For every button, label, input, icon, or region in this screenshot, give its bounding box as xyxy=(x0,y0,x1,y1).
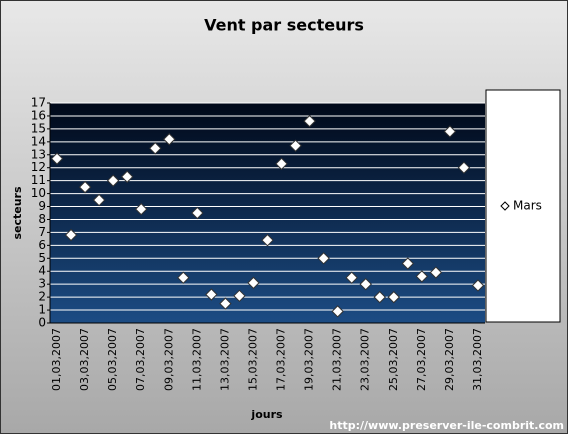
marker xyxy=(135,202,148,216)
x-tick-label: 19,03,2007 xyxy=(303,328,316,391)
y-tick-label: 10 xyxy=(31,186,46,200)
plot-area xyxy=(50,103,485,323)
y-tick-label: 0 xyxy=(38,316,46,330)
marker xyxy=(471,279,485,292)
marker xyxy=(261,233,274,247)
marker xyxy=(415,270,429,283)
y-tick-label: 1 xyxy=(38,303,46,317)
x-tick-label: 09,03,2007 xyxy=(162,328,175,391)
x-tick-label: 17,03,2007 xyxy=(275,328,288,391)
marker xyxy=(50,152,64,165)
y-tick-label: 14 xyxy=(31,134,46,148)
x-tick-label: 01,03,2007 xyxy=(50,328,63,391)
marker xyxy=(233,289,246,303)
y-tick-label: 11 xyxy=(31,173,46,187)
marker xyxy=(289,139,302,152)
y-tick-label: 15 xyxy=(31,121,46,135)
y-tick-label: 2 xyxy=(38,290,46,304)
marker xyxy=(120,170,134,183)
marker xyxy=(373,290,386,304)
source: http://www.preserver-ile-combrit.com xyxy=(329,419,564,432)
marker xyxy=(219,297,232,310)
y-tick-label: 12 xyxy=(31,160,46,174)
y-tick-label: 7 xyxy=(38,225,46,239)
y-tick-label: 17 xyxy=(31,96,46,110)
marker xyxy=(387,290,400,304)
y-tick-label: 16 xyxy=(31,108,46,122)
marker xyxy=(443,125,457,138)
x-tick-label: 07,03,2007 xyxy=(134,328,147,391)
y-tick-label: 4 xyxy=(38,264,46,278)
marker xyxy=(78,180,92,194)
marker xyxy=(92,193,106,207)
marker xyxy=(457,161,471,174)
x-tick-label: 13,03,2007 xyxy=(218,328,231,391)
y-tick-label: 5 xyxy=(38,251,46,265)
legend-box xyxy=(485,89,561,323)
x-tick-label: 21,03,2007 xyxy=(331,328,344,391)
marker xyxy=(191,206,204,220)
x-tick-label: 31,03,2007 xyxy=(471,328,484,391)
legend-marker xyxy=(500,201,510,211)
y-tick-label: 13 xyxy=(31,147,46,161)
marker xyxy=(205,288,218,301)
marker xyxy=(345,271,358,284)
marker xyxy=(177,271,190,284)
y-tick-label: 8 xyxy=(38,212,46,226)
marker xyxy=(149,142,162,155)
y-tick-label: 6 xyxy=(38,238,46,252)
marker xyxy=(303,114,316,128)
marker xyxy=(275,157,288,171)
y-tick-label: 3 xyxy=(38,277,46,291)
legend-label: Mars xyxy=(513,199,542,213)
marker xyxy=(401,257,415,270)
marker xyxy=(359,277,372,291)
marker xyxy=(429,266,443,279)
x-tick-label: 29,03,2007 xyxy=(443,328,456,391)
marker xyxy=(163,133,176,146)
chart-title: Vent par secteurs xyxy=(204,16,364,35)
marker xyxy=(331,305,344,318)
x-tick-label: 03,03,2007 xyxy=(78,328,91,391)
x-tick-label: 25,03,2007 xyxy=(387,328,400,391)
y-tick-label: 9 xyxy=(38,199,46,213)
x-tick-label: 15,03,2007 xyxy=(246,328,259,391)
x-tick-label: 05,03,2007 xyxy=(106,328,119,391)
x-tick-label: 27,03,2007 xyxy=(415,328,428,391)
x-tick-label: 11,03,2007 xyxy=(190,328,203,391)
marker xyxy=(317,252,330,265)
x-tick-label: 23,03,2007 xyxy=(359,328,372,391)
marker xyxy=(247,276,260,290)
x-axis-label: jours xyxy=(250,408,283,421)
y-axis-label: secteurs xyxy=(11,186,24,240)
marker xyxy=(64,228,78,242)
marker xyxy=(106,174,120,187)
